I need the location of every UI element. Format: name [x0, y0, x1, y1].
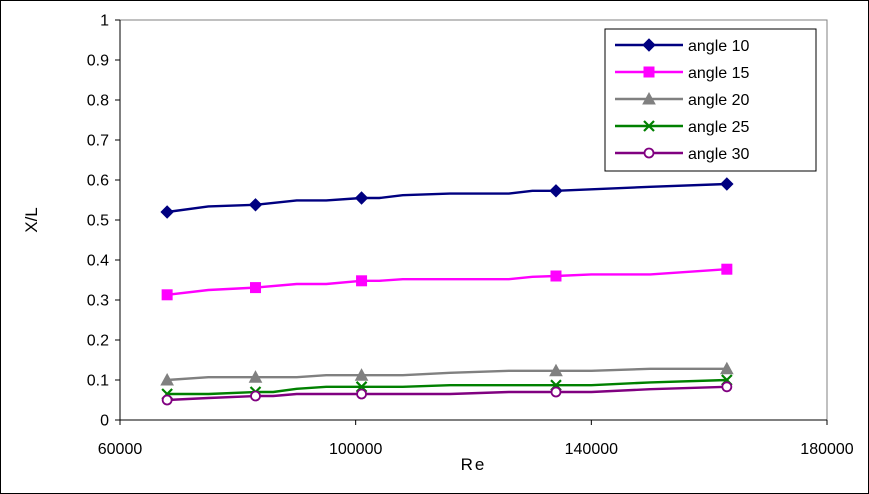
- data-point-angle-15: [250, 282, 262, 294]
- legend-marker: [643, 120, 655, 132]
- y-tick-label: 0.8: [87, 93, 109, 110]
- legend-label: angle 25: [688, 119, 749, 136]
- legend-marker-stroke-b: [643, 120, 655, 132]
- legend-item-angle-25: angle 25: [615, 119, 749, 136]
- legend-marker: [642, 91, 656, 105]
- legend-item-angle-20: angle 20: [615, 91, 749, 109]
- series-angle-30: [161, 381, 733, 406]
- data-point-angle-20: [160, 372, 174, 386]
- data-point-angle-20: [354, 368, 369, 381]
- legend-label: angle 30: [688, 146, 749, 163]
- y-tick-label: 0.1: [87, 373, 109, 390]
- data-point-angle-15: [721, 263, 733, 275]
- series-lines: [160, 177, 734, 406]
- y-tick-label: 0.5: [87, 213, 109, 230]
- y-tick-label: 0.4: [87, 253, 109, 270]
- series-angle-15: [161, 263, 733, 301]
- legend-marker: [643, 147, 655, 159]
- series-line-angle-30: [167, 385, 727, 402]
- data-point-angle-10: [720, 177, 734, 191]
- data-point-angle-15: [356, 275, 368, 287]
- data-point-angle-20: [719, 361, 734, 375]
- legend-item-angle-10: angle 10: [615, 38, 749, 55]
- y-tick-label: 0.2: [87, 333, 109, 350]
- legend-label: angle 15: [688, 65, 749, 82]
- x-axis-title: Re: [461, 455, 487, 474]
- legend-label: angle 20: [688, 92, 749, 109]
- data-point-angle-10: [248, 198, 263, 212]
- data-point-angle-10: [160, 205, 174, 219]
- data-point-angle-10: [549, 184, 563, 198]
- x-tick-label: 60000: [98, 441, 143, 458]
- x-tick-label: 140000: [565, 441, 618, 458]
- data-point-angle-15: [550, 270, 562, 282]
- series-angle-20: [160, 361, 734, 386]
- data-point-angle-30: [550, 386, 562, 398]
- x-tick-label: 180000: [800, 441, 853, 458]
- x-tick-label: 100000: [329, 441, 382, 458]
- legend-item-angle-30: angle 30: [615, 146, 749, 163]
- data-point-angle-30: [356, 388, 367, 400]
- data-point-angle-20: [549, 363, 563, 377]
- data-point-angle-30: [721, 381, 733, 393]
- series-angle-10: [160, 177, 734, 219]
- data-point-angle-20: [248, 370, 263, 383]
- data-point-angle-30: [250, 390, 261, 402]
- legend-marker: [642, 38, 656, 52]
- legend-item-angle-15: angle 15: [615, 65, 749, 82]
- series-line-angle-15: [166, 268, 727, 296]
- y-tick-label: 0.6: [87, 173, 109, 190]
- legend-label: angle 10: [688, 38, 749, 55]
- data-point-angle-15: [161, 289, 173, 301]
- data-point-angle-10: [354, 191, 369, 205]
- y-tick-label: 0.3: [87, 293, 109, 310]
- y-tick-label: 0: [100, 413, 109, 430]
- data-point-angle-30: [161, 394, 173, 406]
- legend-marker: [643, 66, 655, 78]
- legend: angle 10 angle 15 angle 20 angle 25 angle 30: [604, 28, 817, 172]
- axes: 0 0.1 0.2 0.3 0.4 0.5 0.6 0.7 0.8 0.9 1 60000 100000…: [22, 13, 854, 475]
- y-tick-label: 0.9: [87, 53, 109, 70]
- y-tick-label: 1: [100, 13, 109, 30]
- y-tick-label: 0.7: [87, 133, 109, 150]
- y-axis-title: X/L: [22, 207, 41, 233]
